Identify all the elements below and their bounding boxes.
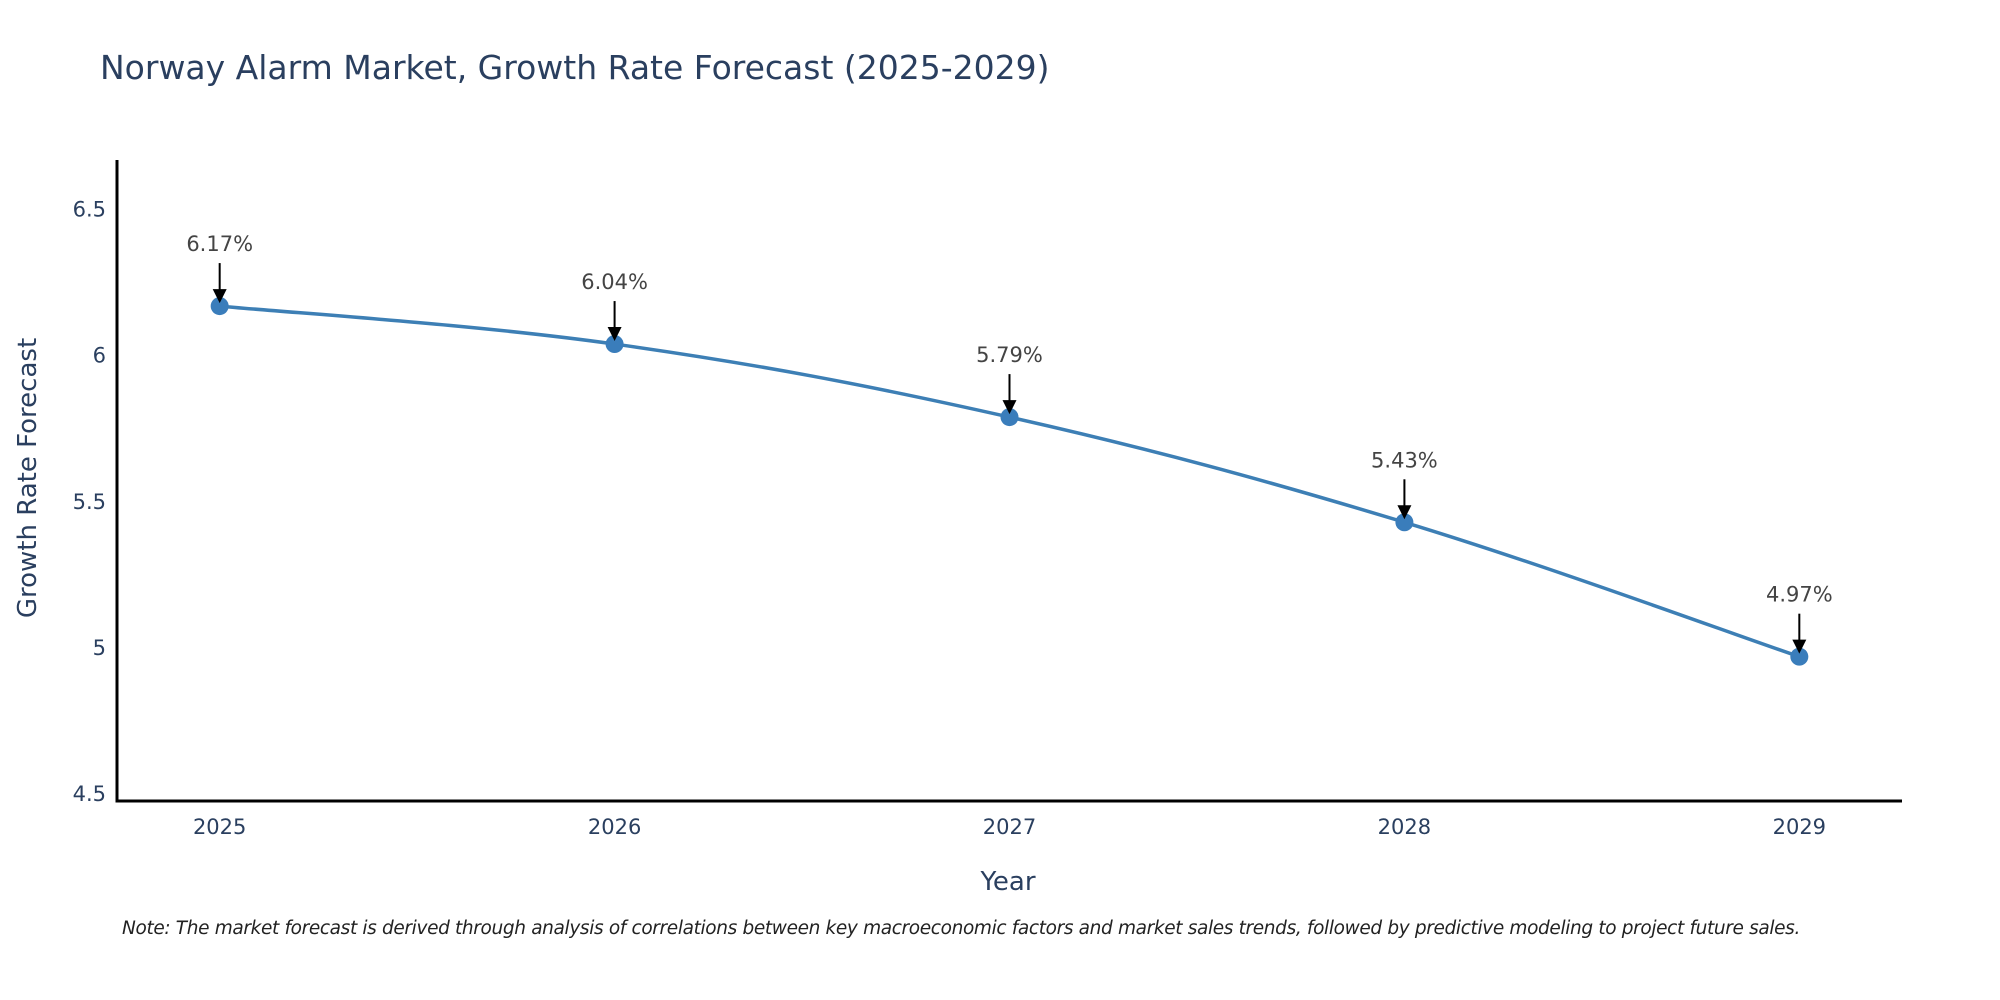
annotation-arrow-head-icon	[607, 327, 622, 342]
y-axis-ticks: 4.5 5 5.5 6 6.5	[73, 198, 106, 806]
x-tick-label: 2027	[983, 815, 1036, 839]
x-axis-ticks: 2025 2026 2027 2028 2029	[193, 815, 1826, 839]
data-annotation: 5.79%	[976, 343, 1043, 415]
annotation-arrow-head-icon	[212, 289, 227, 304]
data-annotation: 5.43%	[1371, 448, 1438, 520]
annotation-arrow-head-icon	[1792, 639, 1807, 654]
data-point[interactable]	[1395, 513, 1414, 532]
data-point[interactable]	[1000, 408, 1019, 427]
x-tick-label: 2025	[193, 815, 246, 839]
annotation-arrow-head-icon	[1397, 505, 1412, 520]
x-tick-label: 2026	[588, 815, 641, 839]
y-tick-label: 6.5	[73, 198, 106, 222]
data-annotation: 6.17%	[186, 232, 253, 304]
x-tick-label: 2029	[1773, 815, 1826, 839]
data-label: 5.43%	[1371, 448, 1438, 472]
chart-title: Norway Alarm Market, Growth Rate Forecas…	[100, 48, 1050, 87]
annotation-arrow-head-icon	[1002, 400, 1017, 415]
data-annotation: 4.97%	[1766, 583, 1833, 654]
x-axis-title: Year	[979, 867, 1035, 897]
data-annotation: 6.04%	[581, 270, 648, 342]
data-label: 6.04%	[581, 270, 648, 294]
data-point[interactable]	[605, 335, 624, 354]
y-tick-label: 5.5	[73, 490, 106, 514]
y-tick-label: 6	[93, 344, 106, 368]
footnote: Note: The market forecast is derived thr…	[122, 918, 1800, 939]
data-label: 4.97%	[1766, 583, 1833, 607]
data-point[interactable]	[1790, 647, 1809, 666]
y-tick-label: 5	[93, 636, 106, 660]
data-label: 6.17%	[186, 232, 253, 256]
x-tick-label: 2028	[1378, 815, 1431, 839]
plot-area: 6.17% 6.04% 5.79% 5.43% 4.97%	[186, 232, 1833, 666]
y-axis-title: Growth Rate Forecast	[13, 338, 43, 618]
data-label: 5.79%	[976, 343, 1043, 367]
data-point[interactable]	[210, 297, 229, 316]
y-tick-label: 4.5	[73, 782, 106, 806]
